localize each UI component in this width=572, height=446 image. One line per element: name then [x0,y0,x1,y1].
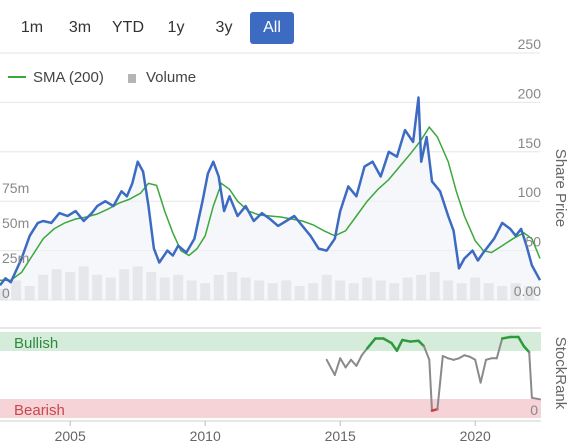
stockrank-segment [333,357,342,376]
volume-tick-label: 25m [2,250,29,266]
bullish-label: Bullish [14,335,58,352]
stockrank-segment [436,355,444,411]
price-tick-label: 150 [518,135,542,151]
price-axis-title: Share Price [552,149,569,227]
stockrank-panel: Bullish Bearish 0 StockRank [0,327,569,419]
stockrank-segment [517,335,526,348]
range-button-1y[interactable]: 1y [167,19,185,36]
chart-legend: SMA (200) Volume [8,69,196,86]
range-button-ytd[interactable]: YTD [112,19,144,36]
price-axis: 0.00 50 100 150 200 250 Share Price [514,36,569,299]
stockrank-segment [528,351,533,399]
stockrank-segment [422,345,431,361]
stockrank-segment [382,337,393,345]
stockrank-segment [474,358,482,384]
bearish-band [0,399,541,418]
range-button-3m[interactable]: 3m [68,19,92,36]
bearish-label: Bearish [14,402,65,419]
stockrank-segment [339,357,347,369]
x-tick-label: 2010 [190,428,221,444]
volume-tick-label: 0 [2,285,10,301]
price-area [0,97,540,300]
legend-sma-label: SMA (200) [33,69,104,86]
stockrank-segment [395,338,404,352]
price-tick-label: 250 [518,36,542,52]
bullish-band [0,332,541,351]
stockrank-segment [325,358,336,376]
range-button-all[interactable]: All [250,12,294,44]
legend-volume-swatch [128,74,136,83]
volume-tick-label: 75m [2,180,29,196]
stockrank-segment [417,339,426,348]
price-tick-label: 200 [518,85,542,101]
stockrank-tick-label: 0 [530,402,538,418]
stockrank-segment [409,339,420,343]
x-tick-label: 2015 [325,428,356,444]
x-axis: 2005 2010 2015 2020 [0,420,541,444]
price-series [0,96,542,300]
stockrank-axis-title: StockRank [552,337,569,410]
range-button-3y[interactable]: 3y [215,19,233,36]
stockrank-segment [390,341,399,352]
stockrank-segment [365,337,377,350]
stockrank-segment [355,354,363,367]
stockrank-segment [344,358,352,369]
stockrank-segment [500,335,512,340]
volume-tick-label: 50m [2,215,29,231]
price-tick-label: 50 [525,234,541,250]
stockrank-segment [350,358,358,367]
price-tick-label: 0.00 [514,283,541,299]
x-tick-label: 2005 [55,428,86,444]
stockrank-segment [495,337,504,360]
stockrank-segment [401,338,412,343]
volume-axis: 0 25m 50m 75m [2,180,29,301]
x-tick-label: 2020 [460,428,491,444]
stockrank-segment [468,355,477,361]
legend-volume-label: Volume [146,69,196,86]
range-selector: 1m 3m YTD 1y 3y All [10,12,294,44]
stockrank-segment [479,358,487,384]
range-button-1m[interactable]: 1m [20,19,44,36]
stockrank-segment [458,354,466,360]
stockrank-segment [360,347,369,357]
stockrank-segment [530,396,541,401]
stockrank-segment [522,344,531,354]
share-price-line [0,96,542,286]
price-tick-label: 100 [518,184,542,200]
stockrank-segment [428,358,433,412]
